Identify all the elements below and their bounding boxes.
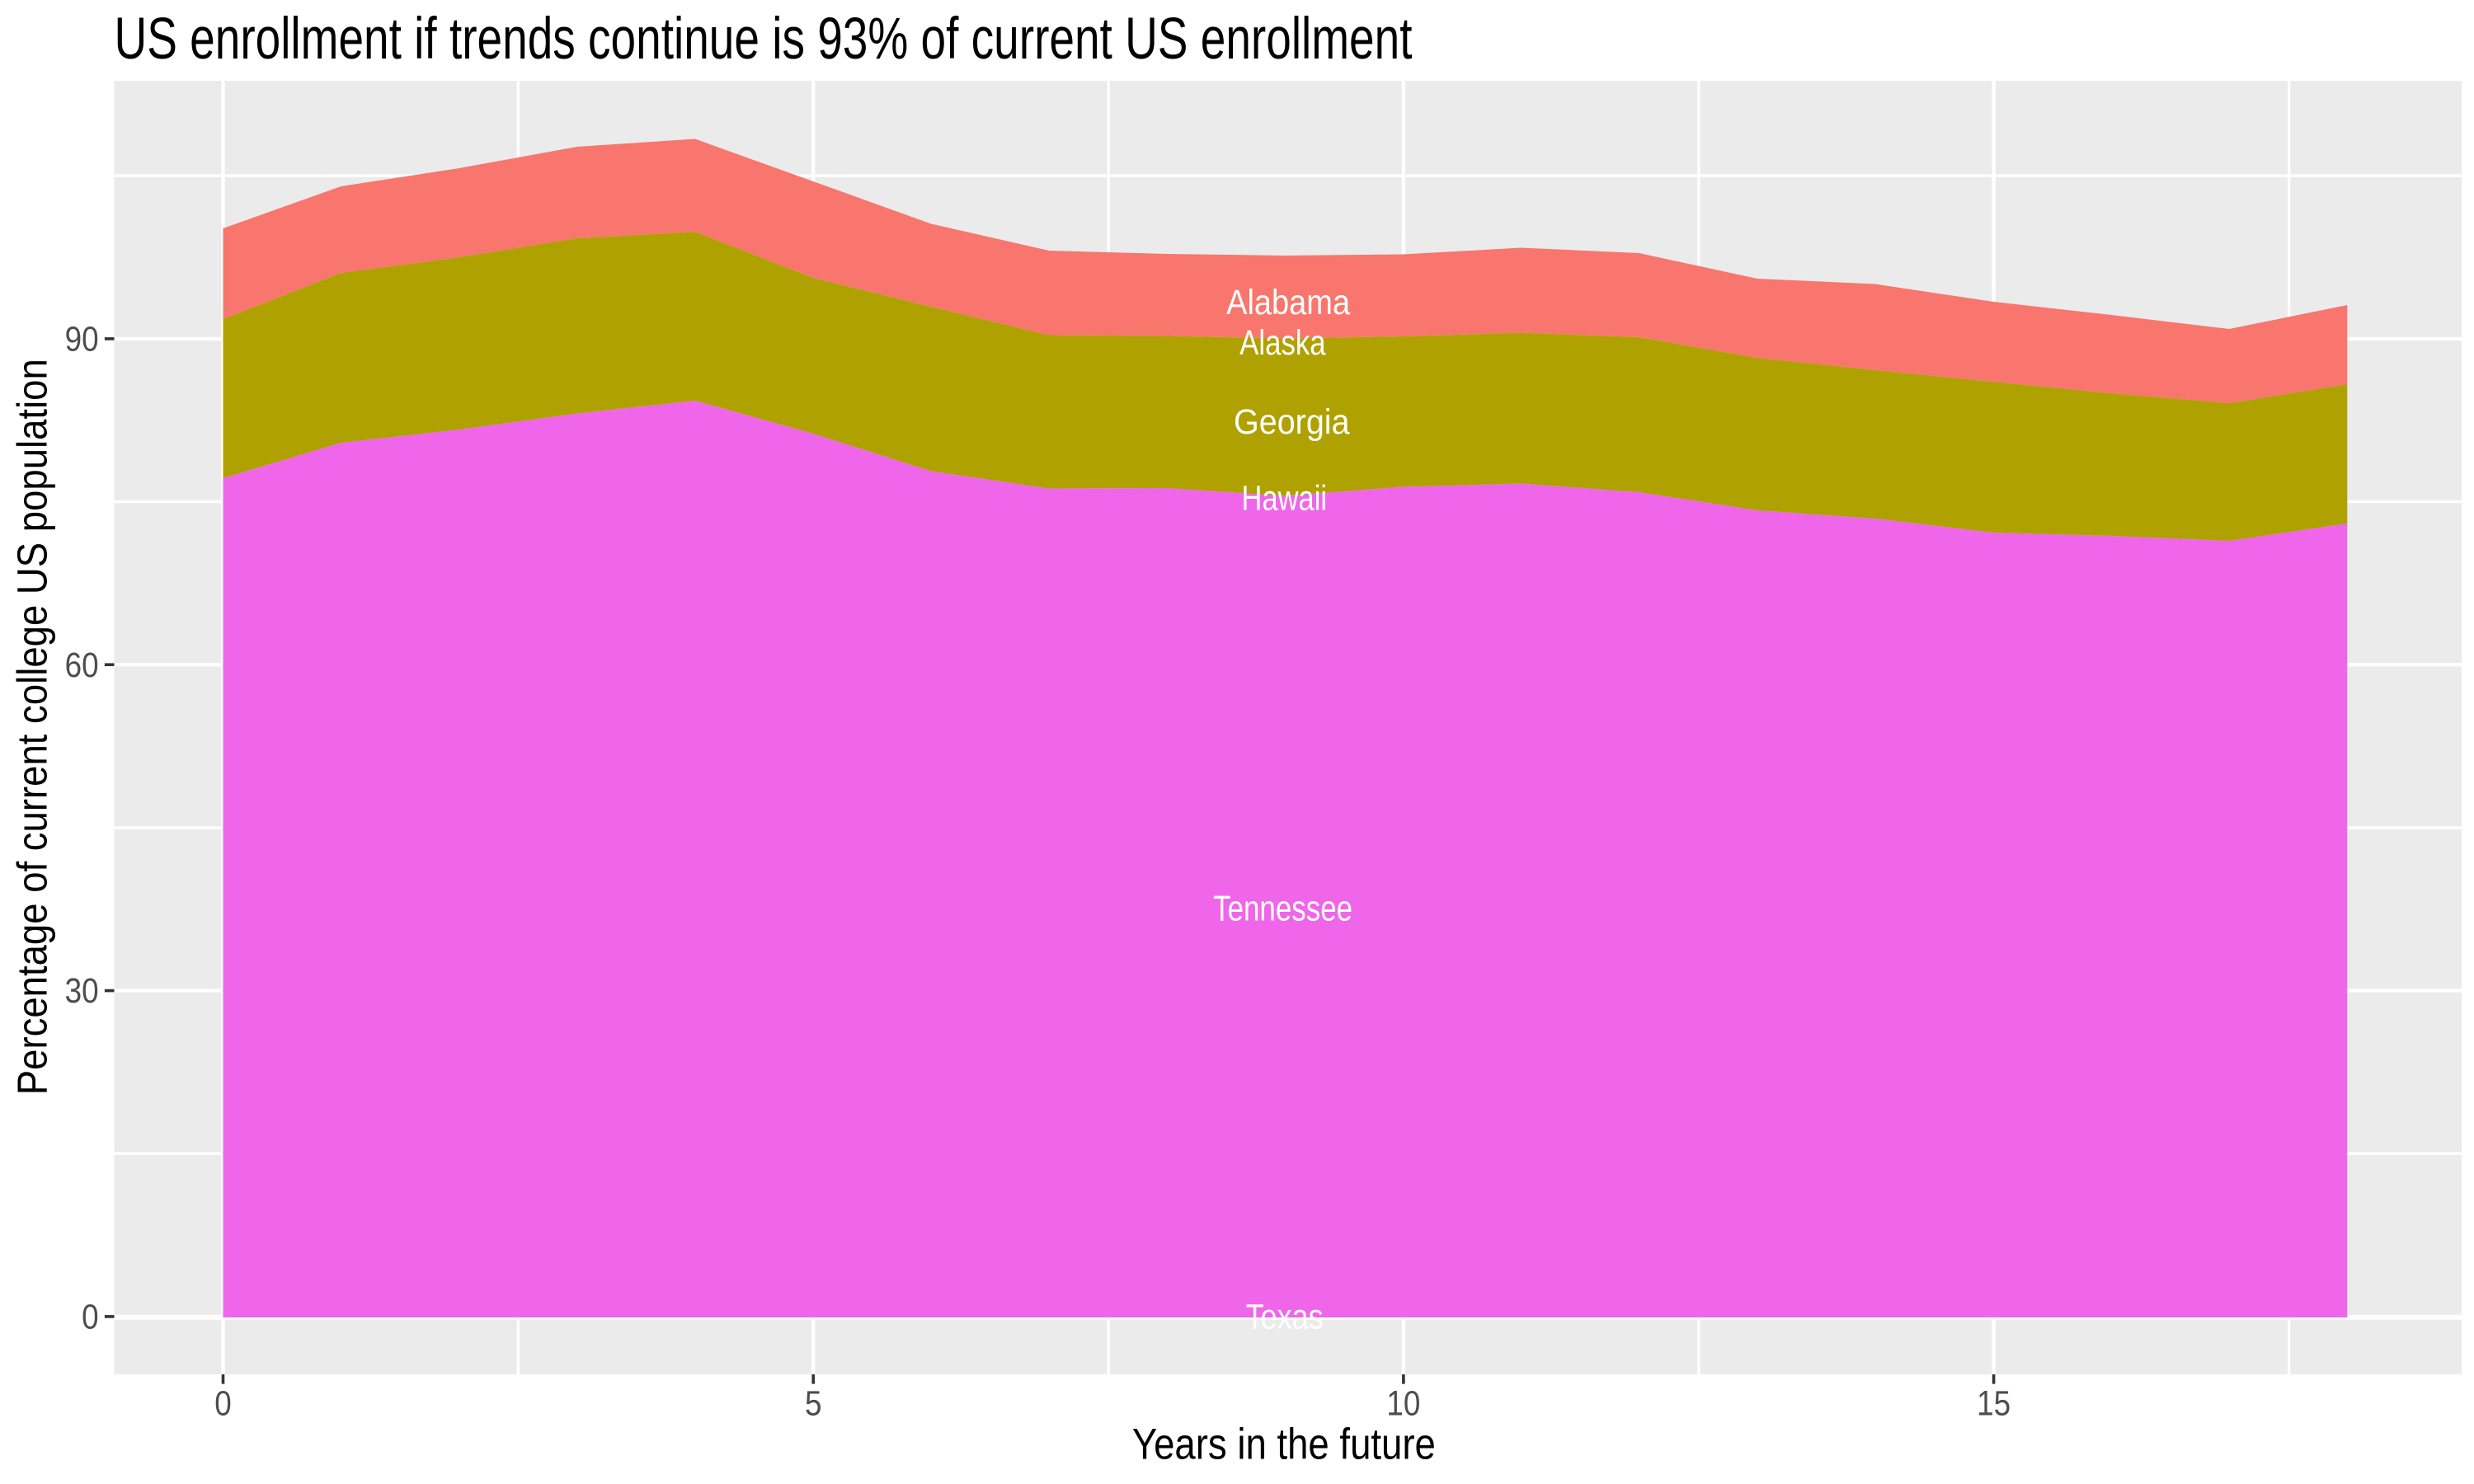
svg-text:90: 90 (65, 321, 99, 359)
svg-text:Tennessee: Tennessee (1213, 890, 1352, 929)
svg-text:Hawaii: Hawaii (1242, 479, 1328, 519)
svg-text:0: 0 (82, 1298, 99, 1337)
svg-text:60: 60 (65, 646, 99, 685)
svg-text:Percentage of current college: Percentage of current college US populat… (8, 359, 55, 1095)
svg-text:Alaska: Alaska (1239, 323, 1326, 363)
svg-text:Alabama: Alabama (1226, 283, 1350, 322)
svg-text:5: 5 (805, 1385, 822, 1424)
svg-text:10: 10 (1386, 1385, 1420, 1424)
svg-text:Georgia: Georgia (1234, 402, 1350, 442)
svg-text:15: 15 (1977, 1385, 2011, 1424)
svg-text:US enrollment if trends contin: US enrollment if trends continue is 93% … (115, 6, 1413, 72)
svg-text:Texas: Texas (1246, 1298, 1324, 1337)
svg-text:30: 30 (65, 972, 99, 1011)
svg-text:0: 0 (214, 1385, 232, 1424)
svg-text:Years in the future: Years in the future (1132, 1420, 1436, 1468)
